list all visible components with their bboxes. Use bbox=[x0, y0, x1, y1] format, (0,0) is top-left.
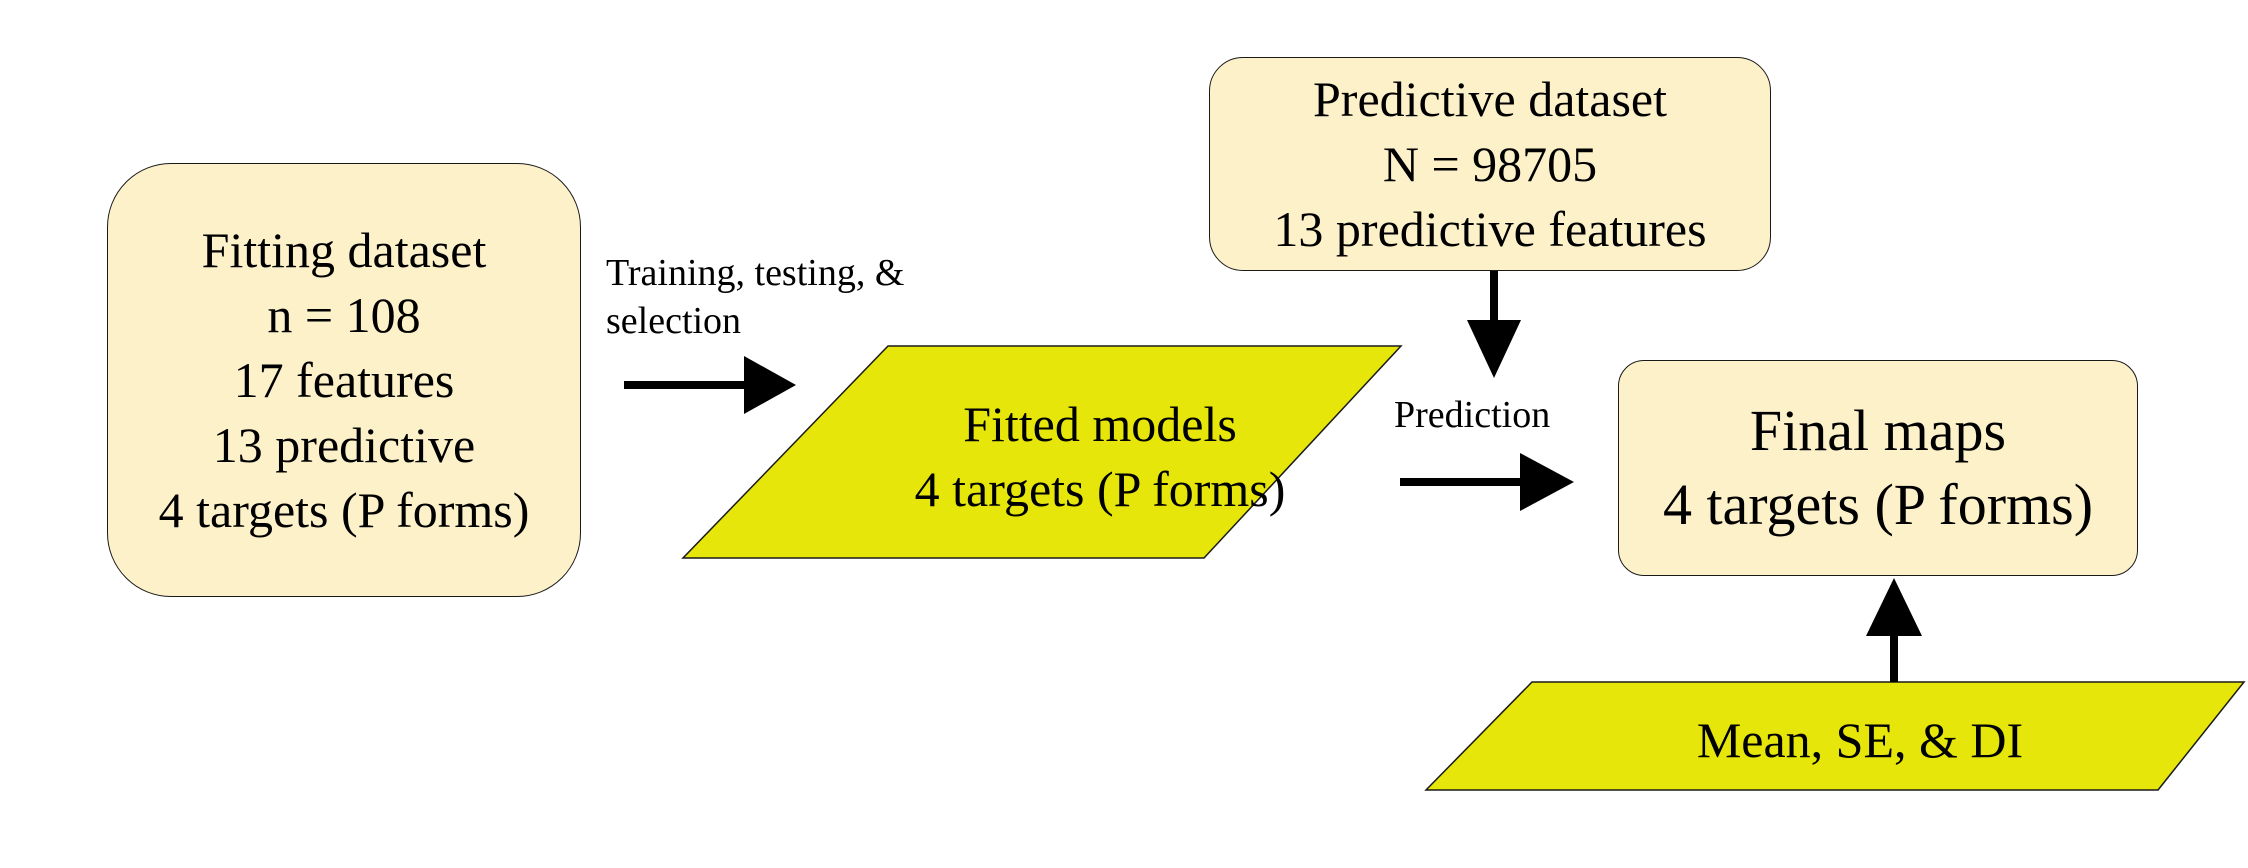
final-maps-title: Final maps bbox=[1749, 397, 2007, 463]
fitting-dataset-sample-size: n = 108 bbox=[267, 286, 421, 343]
arrow-prediction bbox=[1400, 453, 1574, 511]
predictive-dataset-title: Predictive dataset bbox=[1312, 70, 1668, 127]
arrow-training bbox=[624, 356, 796, 414]
uncertainty-label: Mean, SE, & DI bbox=[1696, 712, 2024, 768]
fitted-models-text: Fitted models 4 targets (P forms) bbox=[780, 382, 1420, 532]
predictive-dataset-box: Predictive dataset N = 98705 13 predicti… bbox=[1209, 57, 1771, 271]
fitted-models-targets: 4 targets (P forms) bbox=[914, 461, 1286, 517]
fitting-dataset-features: 17 features bbox=[233, 351, 455, 408]
predictive-dataset-features: 13 predictive features bbox=[1273, 200, 1707, 257]
final-maps-box: Final maps 4 targets (P forms) bbox=[1618, 360, 2138, 576]
final-maps-targets: 4 targets (P forms) bbox=[1662, 472, 2094, 537]
arrow-uncertainty-up bbox=[1866, 578, 1922, 682]
fitting-dataset-predictive: 13 predictive bbox=[212, 416, 476, 473]
predictive-dataset-size: N = 98705 bbox=[1382, 135, 1598, 192]
prediction-edge-label: Prediction bbox=[1394, 392, 1550, 440]
fitting-dataset-title: Fitting dataset bbox=[201, 221, 487, 278]
training-label-line-2: selection bbox=[606, 299, 742, 342]
fitting-dataset-box: Fitting dataset n = 108 17 features 13 p… bbox=[107, 163, 581, 597]
arrow-predictive-down bbox=[1467, 271, 1521, 378]
training-label-line-1: Training, testing, & bbox=[606, 252, 905, 294]
fitted-models-title: Fitted models bbox=[963, 396, 1237, 452]
fitted-models-shape bbox=[681, 345, 1403, 559]
uncertainty-text: Mean, SE, & DI bbox=[1480, 690, 2240, 790]
fitting-dataset-targets: 4 targets (P forms) bbox=[158, 481, 530, 538]
training-edge-label: Training, testing, & selection bbox=[606, 250, 904, 345]
prediction-label-text: Prediction bbox=[1394, 394, 1551, 436]
uncertainty-shape bbox=[1424, 681, 2246, 791]
